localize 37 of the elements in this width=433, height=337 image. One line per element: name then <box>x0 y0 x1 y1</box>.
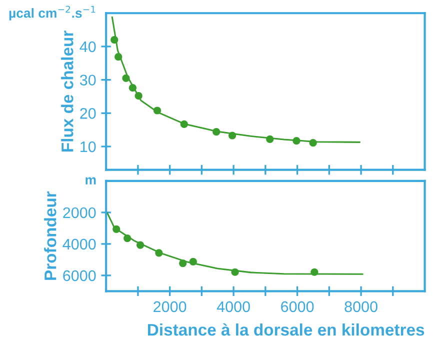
y-tick-label: 6000 <box>63 270 96 282</box>
x-tick-label: 4000 <box>216 301 250 312</box>
point <box>228 132 236 140</box>
y-tick-label: 40 <box>80 41 96 52</box>
point <box>309 139 317 147</box>
point <box>128 84 136 92</box>
point <box>231 268 239 276</box>
point <box>180 120 188 128</box>
text: µcal cm$^{−2}$.s$^{−1}$ <box>9 6 96 20</box>
y-axis-title: Profondeur <box>44 191 56 280</box>
x-tick-label: 8000 <box>344 301 378 312</box>
point <box>179 260 187 268</box>
point <box>292 137 300 145</box>
point <box>136 241 144 249</box>
y-tick-label: 10 <box>80 141 96 152</box>
point <box>112 225 120 233</box>
point <box>212 128 220 136</box>
y-axis-title: Flux de chaleur <box>61 30 74 152</box>
text: m <box>86 177 96 184</box>
point <box>155 249 163 257</box>
y-tick-label: 30 <box>80 74 96 86</box>
y-tick-label: 20 <box>80 108 96 119</box>
x-tick-label: 6000 <box>281 301 314 312</box>
point <box>122 74 130 82</box>
point <box>310 268 318 276</box>
y-tick-label: 2000 <box>63 207 96 218</box>
point <box>189 258 197 266</box>
point <box>110 36 118 44</box>
point <box>134 92 142 100</box>
y-tick-label: 4000 <box>62 238 96 250</box>
point <box>124 234 132 242</box>
point <box>114 53 122 61</box>
x-axis-title: Distance à la dorsale en kilometres <box>148 323 424 336</box>
point <box>266 135 274 143</box>
line-series <box>106 212 364 275</box>
x-tick-label: 2000 <box>154 301 186 312</box>
point <box>153 106 162 114</box>
